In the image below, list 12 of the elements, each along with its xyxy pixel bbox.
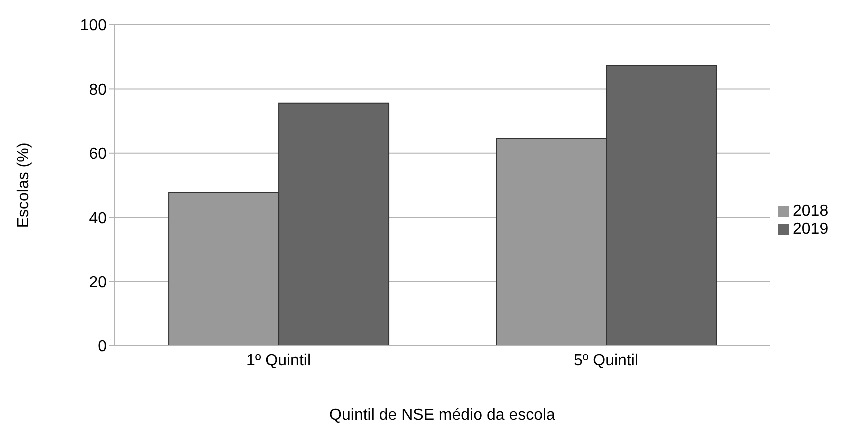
legend-label: 2018 [793,203,829,220]
y-tick-label: 0 [98,338,108,356]
y-tick-label: 40 [89,210,108,228]
y-tick-label: 20 [89,274,108,292]
x-tick-label: 5º Quintil [574,352,639,370]
x-axis-title: Quintil de NSE médio da escola [330,407,556,424]
y-tick-label: 100 [80,18,108,35]
x-tick-label: 1º Quintil [246,352,312,370]
y-axis-title: Escolas (%) [16,142,33,228]
y-tick-label: 60 [89,146,108,164]
legend-label: 2019 [793,221,829,238]
y-tick-label: 80 [89,82,108,99]
